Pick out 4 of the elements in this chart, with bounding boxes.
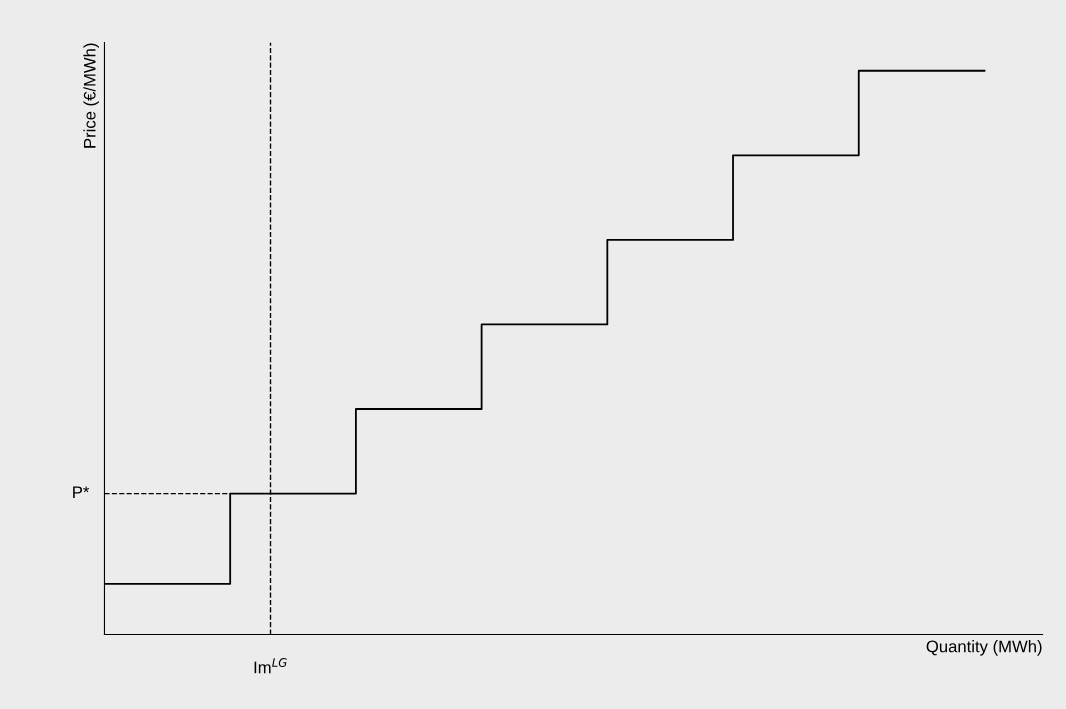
x-axis-title: Quantity (MWh) bbox=[926, 640, 1042, 656]
text: Im$^{LG}$ bbox=[254, 658, 287, 674]
ref-line-label: P* bbox=[73, 486, 90, 498]
y-axis-title: Price (€/MWh) bbox=[83, 43, 99, 148]
